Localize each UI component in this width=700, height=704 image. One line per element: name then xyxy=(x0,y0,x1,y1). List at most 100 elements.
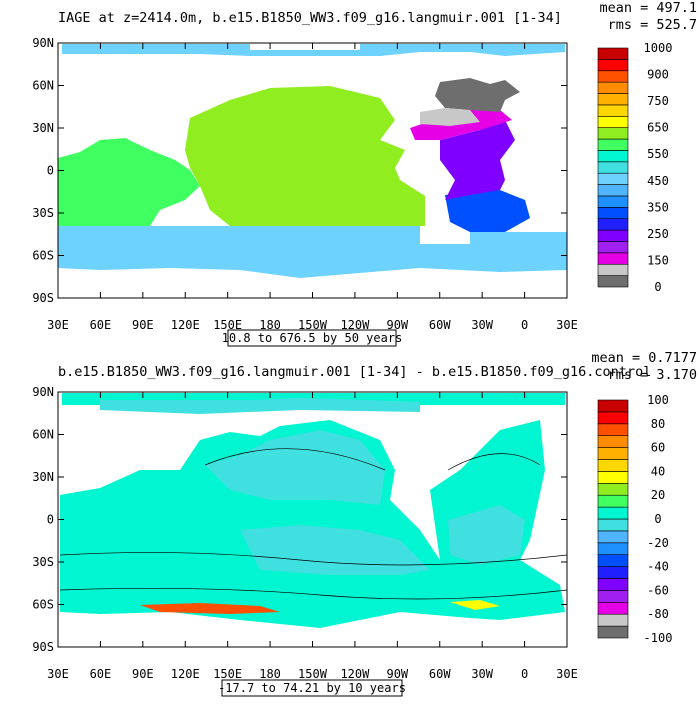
colorbar-swatch xyxy=(597,542,629,555)
colorbar-swatch xyxy=(597,447,629,460)
y-tick-label: 90S xyxy=(32,291,54,305)
colorbar-swatch xyxy=(597,506,629,520)
map-region-atlantic-south xyxy=(445,190,530,232)
colorbar-swatch xyxy=(597,566,629,579)
panel-2-rms: rms = 3.170 xyxy=(608,367,697,383)
y-tick-label: 60S xyxy=(32,249,54,263)
x-tick-label: 0 xyxy=(521,318,528,332)
colorbar-swatch xyxy=(597,263,629,276)
map-region-southern-ocean xyxy=(58,226,567,278)
colorbar-swatch xyxy=(597,241,629,254)
map-region-indian-ocean xyxy=(58,138,200,226)
x-tick-label: 150E xyxy=(213,318,242,332)
colorbar-swatch xyxy=(597,161,629,174)
map-region-ocean-background xyxy=(60,420,565,628)
x-tick-label: 150E xyxy=(213,667,242,681)
contour-line xyxy=(59,552,567,566)
panel-2-colorbar: 100 80 60 40 20 0 -20 -40 -60 -80 -100 xyxy=(597,393,673,645)
colorbar-swatch xyxy=(597,115,629,128)
colorbar-swatch xyxy=(597,554,629,567)
colorbar-swatch xyxy=(597,578,629,591)
x-tick-label: 30W xyxy=(471,318,493,332)
colorbar-swatch xyxy=(597,601,629,615)
x-tick-label: 120W xyxy=(340,318,370,332)
colorbar-label: 250 xyxy=(647,227,669,241)
y-tick-label: 90N xyxy=(32,36,54,50)
colorbar-swatch xyxy=(597,459,629,472)
panel-1-map xyxy=(58,43,567,298)
colorbar-swatch xyxy=(597,613,629,627)
colorbar-swatch xyxy=(597,494,629,508)
panel-2-map xyxy=(58,392,567,647)
colorbar-swatch xyxy=(597,411,629,425)
colorbar-swatch xyxy=(597,184,629,197)
colorbar-swatch xyxy=(597,104,629,117)
x-tick-label: 30E xyxy=(556,318,578,332)
colorbar-swatch xyxy=(597,127,629,140)
x-tick-label: 120E xyxy=(171,667,200,681)
x-tick-label: 90W xyxy=(386,318,408,332)
y-tick-label: 30S xyxy=(32,555,54,569)
panel-1-x-axis: 30E 60E 90E 120E 150E 180 150W 120W 90W 60W 30W 0 30… xyxy=(47,43,578,332)
map-region-ross-sea xyxy=(140,603,280,614)
y-tick-label: 60N xyxy=(32,79,54,93)
colorbar-swatch xyxy=(597,590,629,603)
panel-2-range-label: -17.7 to 74.21 by 10 years xyxy=(218,681,406,695)
x-tick-label: 60E xyxy=(90,318,112,332)
x-tick-label: 60E xyxy=(90,667,112,681)
colorbar-swatch xyxy=(597,172,629,185)
colorbar-label: 650 xyxy=(647,121,669,135)
panel-1-y-axis: 90N 60N 30N 0 30S 60S 90S xyxy=(32,36,567,305)
colorbar-label: 0 xyxy=(654,280,661,294)
colorbar-swatch xyxy=(597,138,629,151)
y-tick-label: 60N xyxy=(32,428,54,442)
panel-2-title: b.e15.B1850_WW3.f09_g16.langmuir.001 [1-… xyxy=(58,364,651,380)
colorbar-swatch xyxy=(597,70,629,83)
colorbar-swatch xyxy=(597,399,629,413)
map-region-north-pacific xyxy=(205,430,385,505)
colorbar-swatch xyxy=(597,150,629,163)
x-tick-label: 30W xyxy=(471,667,493,681)
y-tick-label: 90S xyxy=(32,640,54,654)
colorbar-label: 450 xyxy=(647,174,669,188)
panel-1-colorbar: 1000 900 750 650 550 450 350 250 150 0 xyxy=(597,41,673,294)
y-tick-label: 60S xyxy=(32,598,54,612)
colorbar-swatch xyxy=(597,47,629,60)
colorbar-swatch xyxy=(597,625,629,639)
panel-2-range-box xyxy=(221,679,403,697)
map-region-weddell-sea xyxy=(450,600,500,610)
y-tick-label: 90N xyxy=(32,385,54,399)
colorbar-label: 1000 xyxy=(644,41,673,55)
colorbar-label: 750 xyxy=(647,94,669,108)
contour-line xyxy=(447,453,541,471)
panel-1-rms: rms = 525.7 xyxy=(608,17,697,33)
x-tick-label: 90E xyxy=(132,318,154,332)
panel-2-y-axis: 90N 60N 30N 0 30S 60S 90S xyxy=(32,385,567,654)
y-tick-label: 30N xyxy=(32,470,54,484)
x-tick-label: 30E xyxy=(47,667,69,681)
x-tick-label: 150W xyxy=(298,667,328,681)
panel-2: b.e15.B1850_WW3.f09_g16.langmuir.001 [1-… xyxy=(32,350,697,697)
colorbar-swatch xyxy=(597,229,629,242)
colorbar-swatch xyxy=(597,482,629,496)
contour-line xyxy=(59,587,567,600)
x-tick-label: 150W xyxy=(298,318,328,332)
panel-2-mean: mean = 0.7177 xyxy=(591,350,697,366)
colorbar-swatch xyxy=(597,93,629,106)
colorbar-label: 150 xyxy=(647,253,669,267)
colorbar-label: -100 xyxy=(644,631,673,645)
panel-1: IAGE at z=2414.0m, b.e15.B1850_WW3.f09_g… xyxy=(32,0,697,347)
y-tick-label: 0 xyxy=(47,513,54,527)
x-tick-label: 120E xyxy=(171,318,200,332)
colorbar-label: -20 xyxy=(647,536,669,550)
x-tick-label: 0 xyxy=(521,667,528,681)
colorbar-label: 40 xyxy=(651,464,665,478)
panel-1-range-label: 10.8 to 676.5 by 50 years xyxy=(222,331,403,345)
x-tick-label: 90W xyxy=(386,667,408,681)
colorbar-swatch xyxy=(597,59,629,72)
colorbar-label: 550 xyxy=(647,147,669,161)
map-region-pacific-ocean xyxy=(185,86,425,226)
x-tick-label: 60W xyxy=(429,667,451,681)
